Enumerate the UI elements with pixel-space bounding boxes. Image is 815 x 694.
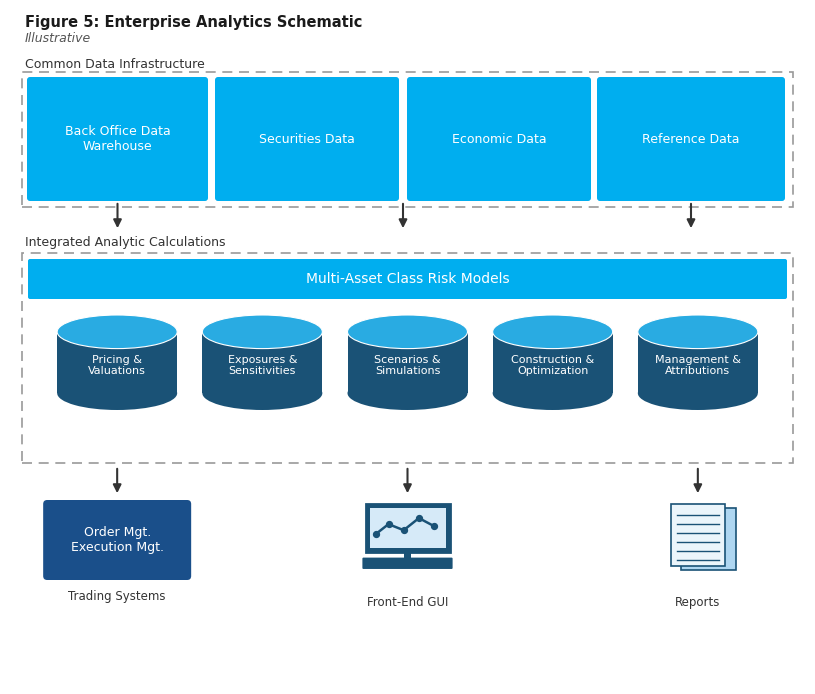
Text: Multi-Asset Class Risk Models: Multi-Asset Class Risk Models xyxy=(306,272,509,286)
Bar xyxy=(57,332,177,393)
Point xyxy=(397,525,410,536)
Ellipse shape xyxy=(638,315,758,348)
Text: Pricing &
Valuations: Pricing & Valuations xyxy=(88,355,146,376)
Text: Reports: Reports xyxy=(675,596,720,609)
FancyBboxPatch shape xyxy=(27,77,208,201)
FancyBboxPatch shape xyxy=(597,77,785,201)
Bar xyxy=(638,332,758,393)
Ellipse shape xyxy=(492,315,613,348)
FancyBboxPatch shape xyxy=(215,77,399,201)
Ellipse shape xyxy=(57,376,177,410)
FancyBboxPatch shape xyxy=(369,508,446,548)
Point xyxy=(428,520,441,532)
FancyBboxPatch shape xyxy=(407,77,591,201)
Bar xyxy=(492,332,613,393)
Text: Integrated Analytic Calculations: Integrated Analytic Calculations xyxy=(25,236,226,249)
Text: Economic Data: Economic Data xyxy=(452,133,546,146)
Bar xyxy=(347,332,468,393)
Point xyxy=(382,518,395,530)
Bar xyxy=(202,332,323,393)
Text: Common Data Infrastructure: Common Data Infrastructure xyxy=(25,58,205,71)
Text: Order Mgt.
Execution Mgt.: Order Mgt. Execution Mgt. xyxy=(71,526,164,554)
Ellipse shape xyxy=(492,376,613,410)
FancyBboxPatch shape xyxy=(365,504,450,552)
Text: Trading Systems: Trading Systems xyxy=(68,590,166,603)
FancyBboxPatch shape xyxy=(671,504,725,566)
FancyBboxPatch shape xyxy=(681,508,736,570)
Text: Figure 5: Enterprise Analytics Schematic: Figure 5: Enterprise Analytics Schematic xyxy=(25,15,363,30)
Ellipse shape xyxy=(57,315,177,348)
Ellipse shape xyxy=(638,376,758,410)
Ellipse shape xyxy=(202,376,323,410)
Ellipse shape xyxy=(202,315,323,348)
Text: Management &
Attributions: Management & Attributions xyxy=(654,355,741,376)
FancyBboxPatch shape xyxy=(43,500,192,580)
Text: Construction &
Optimization: Construction & Optimization xyxy=(511,355,594,376)
Point xyxy=(412,513,425,524)
Bar xyxy=(404,552,411,559)
Text: Securities Data: Securities Data xyxy=(259,133,355,146)
Text: Illustrative: Illustrative xyxy=(25,32,91,45)
FancyBboxPatch shape xyxy=(28,259,787,299)
Text: Scenarios &
Simulations: Scenarios & Simulations xyxy=(374,355,441,376)
Text: Back Office Data
Warehouse: Back Office Data Warehouse xyxy=(64,125,170,153)
Text: Exposures &
Sensitivities: Exposures & Sensitivities xyxy=(227,355,297,376)
Point xyxy=(369,529,382,540)
FancyBboxPatch shape xyxy=(363,557,452,569)
Ellipse shape xyxy=(347,315,468,348)
Text: Front-End GUI: Front-End GUI xyxy=(367,596,448,609)
Ellipse shape xyxy=(347,376,468,410)
Text: Reference Data: Reference Data xyxy=(642,133,740,146)
